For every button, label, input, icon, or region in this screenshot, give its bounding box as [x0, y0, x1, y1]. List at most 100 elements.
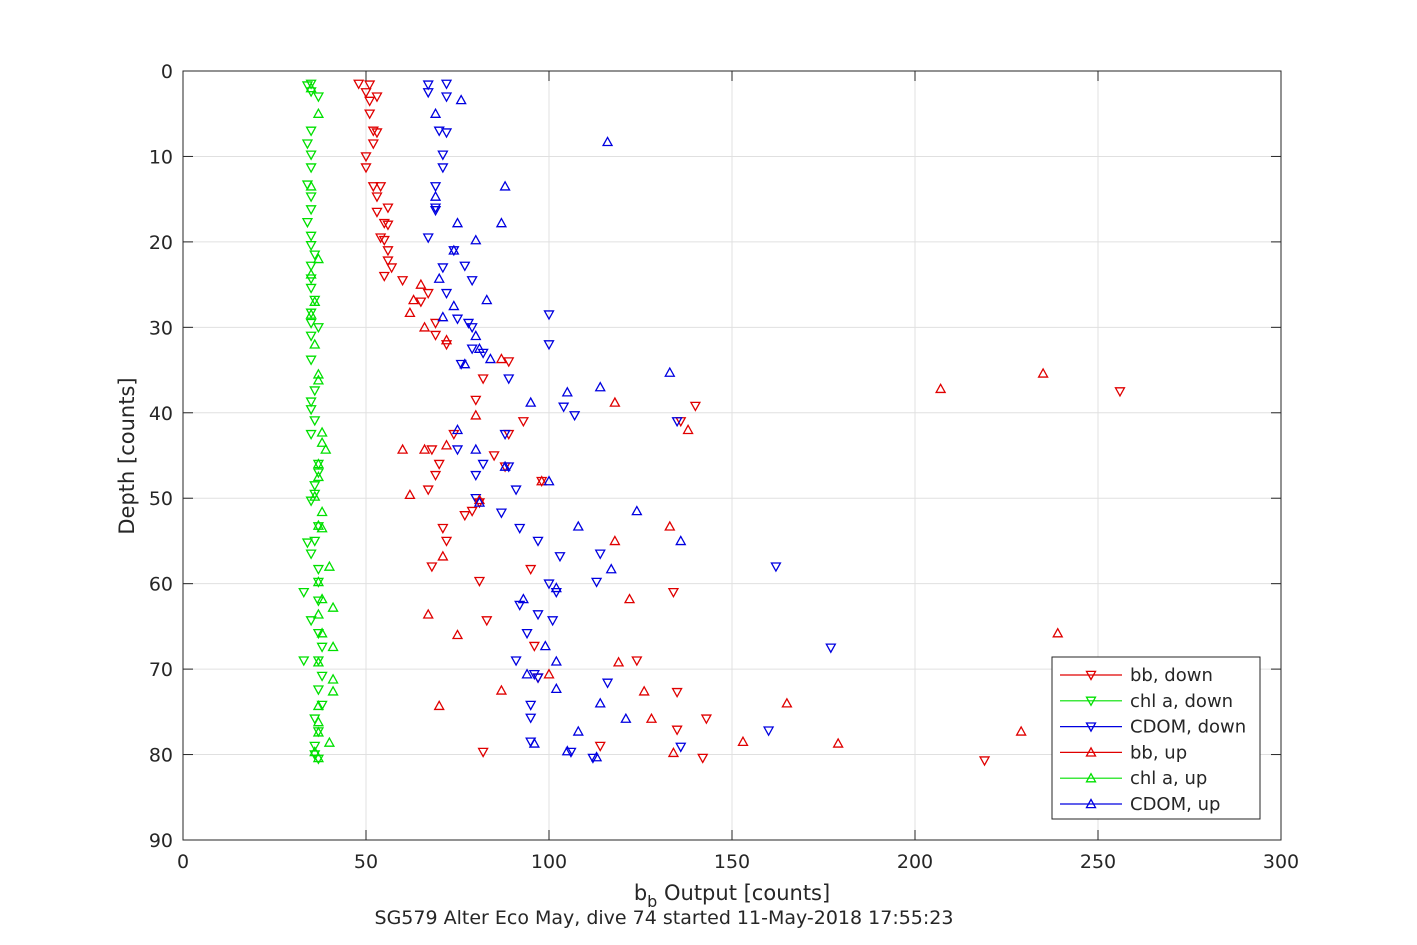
series-0: [353, 79, 1126, 767]
data-point: [612, 656, 625, 667]
data-point: [305, 283, 317, 294]
series-4: [305, 82, 339, 763]
data-point: [422, 608, 434, 619]
data-point: [426, 562, 438, 573]
data-point: [316, 593, 328, 604]
ticks: 0 50 100 150 200 250 300 0 10 20 30 40 50 60 70 80 90: [149, 61, 1299, 873]
data-point: [305, 355, 317, 366]
data-point: [312, 656, 325, 667]
data-point: [451, 314, 464, 325]
data-point: [309, 481, 321, 492]
data-point: [312, 253, 325, 264]
data-point: [312, 323, 325, 334]
data-point: [309, 386, 321, 397]
data-point: [470, 409, 482, 420]
data-point: [367, 139, 379, 150]
data-point: [601, 136, 614, 147]
data-point: [466, 276, 478, 287]
data-point: [470, 443, 482, 454]
data-point: [525, 564, 537, 575]
data-point: [305, 397, 317, 408]
data-point: [569, 411, 581, 422]
data-point: [605, 563, 617, 574]
data-point: [309, 250, 321, 261]
series-3: [396, 278, 1064, 758]
data-point: [396, 443, 409, 454]
data-point: [638, 685, 650, 696]
data-point: [422, 88, 434, 99]
data-point: [404, 488, 416, 500]
data-point: [312, 458, 325, 469]
data-point: [528, 737, 540, 748]
x-axis-title-rest: Output [counts]: [657, 881, 830, 905]
data-point: [572, 520, 584, 531]
legend-marker: [1085, 670, 1097, 681]
data-point: [664, 520, 676, 531]
data-point: [305, 163, 317, 174]
data-point: [451, 445, 464, 456]
data-point: [525, 713, 537, 724]
data-point: [543, 668, 555, 679]
data-point: [609, 535, 621, 546]
data-point: [543, 340, 555, 351]
data-point: [1015, 725, 1027, 736]
data-marks: [298, 79, 1126, 767]
data-point: [440, 79, 453, 90]
data-point: [645, 712, 658, 723]
data-point: [320, 443, 332, 454]
data-point: [477, 747, 489, 758]
data-point: [473, 342, 486, 353]
data-point: [495, 684, 508, 695]
data-point: [561, 745, 573, 756]
data-point: [594, 549, 606, 560]
data-point: [825, 643, 837, 654]
data-point: [762, 726, 775, 737]
data-point: [543, 579, 555, 590]
data-point: [316, 642, 328, 653]
data-point: [510, 656, 522, 667]
x-tick-label: 150: [714, 851, 750, 873]
data-point: [503, 357, 515, 368]
data-point: [312, 596, 325, 607]
data-point: [422, 485, 434, 496]
data-point: [367, 182, 379, 193]
data-point: [316, 671, 328, 682]
data-point: [532, 610, 544, 621]
data-point: [309, 746, 321, 757]
data-point: [1037, 367, 1049, 378]
data-point: [382, 256, 394, 267]
legend-label: chl a, down: [1130, 691, 1233, 712]
data-point: [517, 593, 529, 604]
data-point: [433, 700, 445, 711]
data-point: [601, 678, 614, 689]
data-point: [327, 641, 339, 652]
data-point: [312, 716, 325, 727]
data-point: [433, 272, 445, 283]
data-point: [499, 429, 511, 440]
data-point: [470, 234, 482, 245]
data-point: [429, 318, 442, 329]
data-point: [781, 697, 793, 708]
data-point: [448, 429, 460, 440]
data-point: [301, 538, 314, 549]
data-point: [437, 150, 449, 161]
data-point: [667, 747, 680, 758]
data-point: [312, 107, 325, 118]
data-point: [327, 601, 339, 612]
data-point: [620, 712, 632, 723]
data-point: [305, 616, 317, 627]
data-point: [298, 656, 310, 667]
data-point: [312, 471, 325, 482]
data-point: [309, 295, 321, 306]
data-point: [558, 402, 570, 413]
data-point: [510, 485, 522, 496]
data-point: [503, 462, 515, 473]
data-point: [305, 549, 317, 560]
legend-label: CDOM, down: [1130, 717, 1246, 738]
legend-marker: [1085, 746, 1097, 757]
data-point: [396, 276, 409, 287]
data-point: [935, 383, 947, 394]
data-point: [470, 330, 482, 341]
data-point: [312, 608, 325, 619]
x-tick-label: 50: [354, 851, 378, 873]
